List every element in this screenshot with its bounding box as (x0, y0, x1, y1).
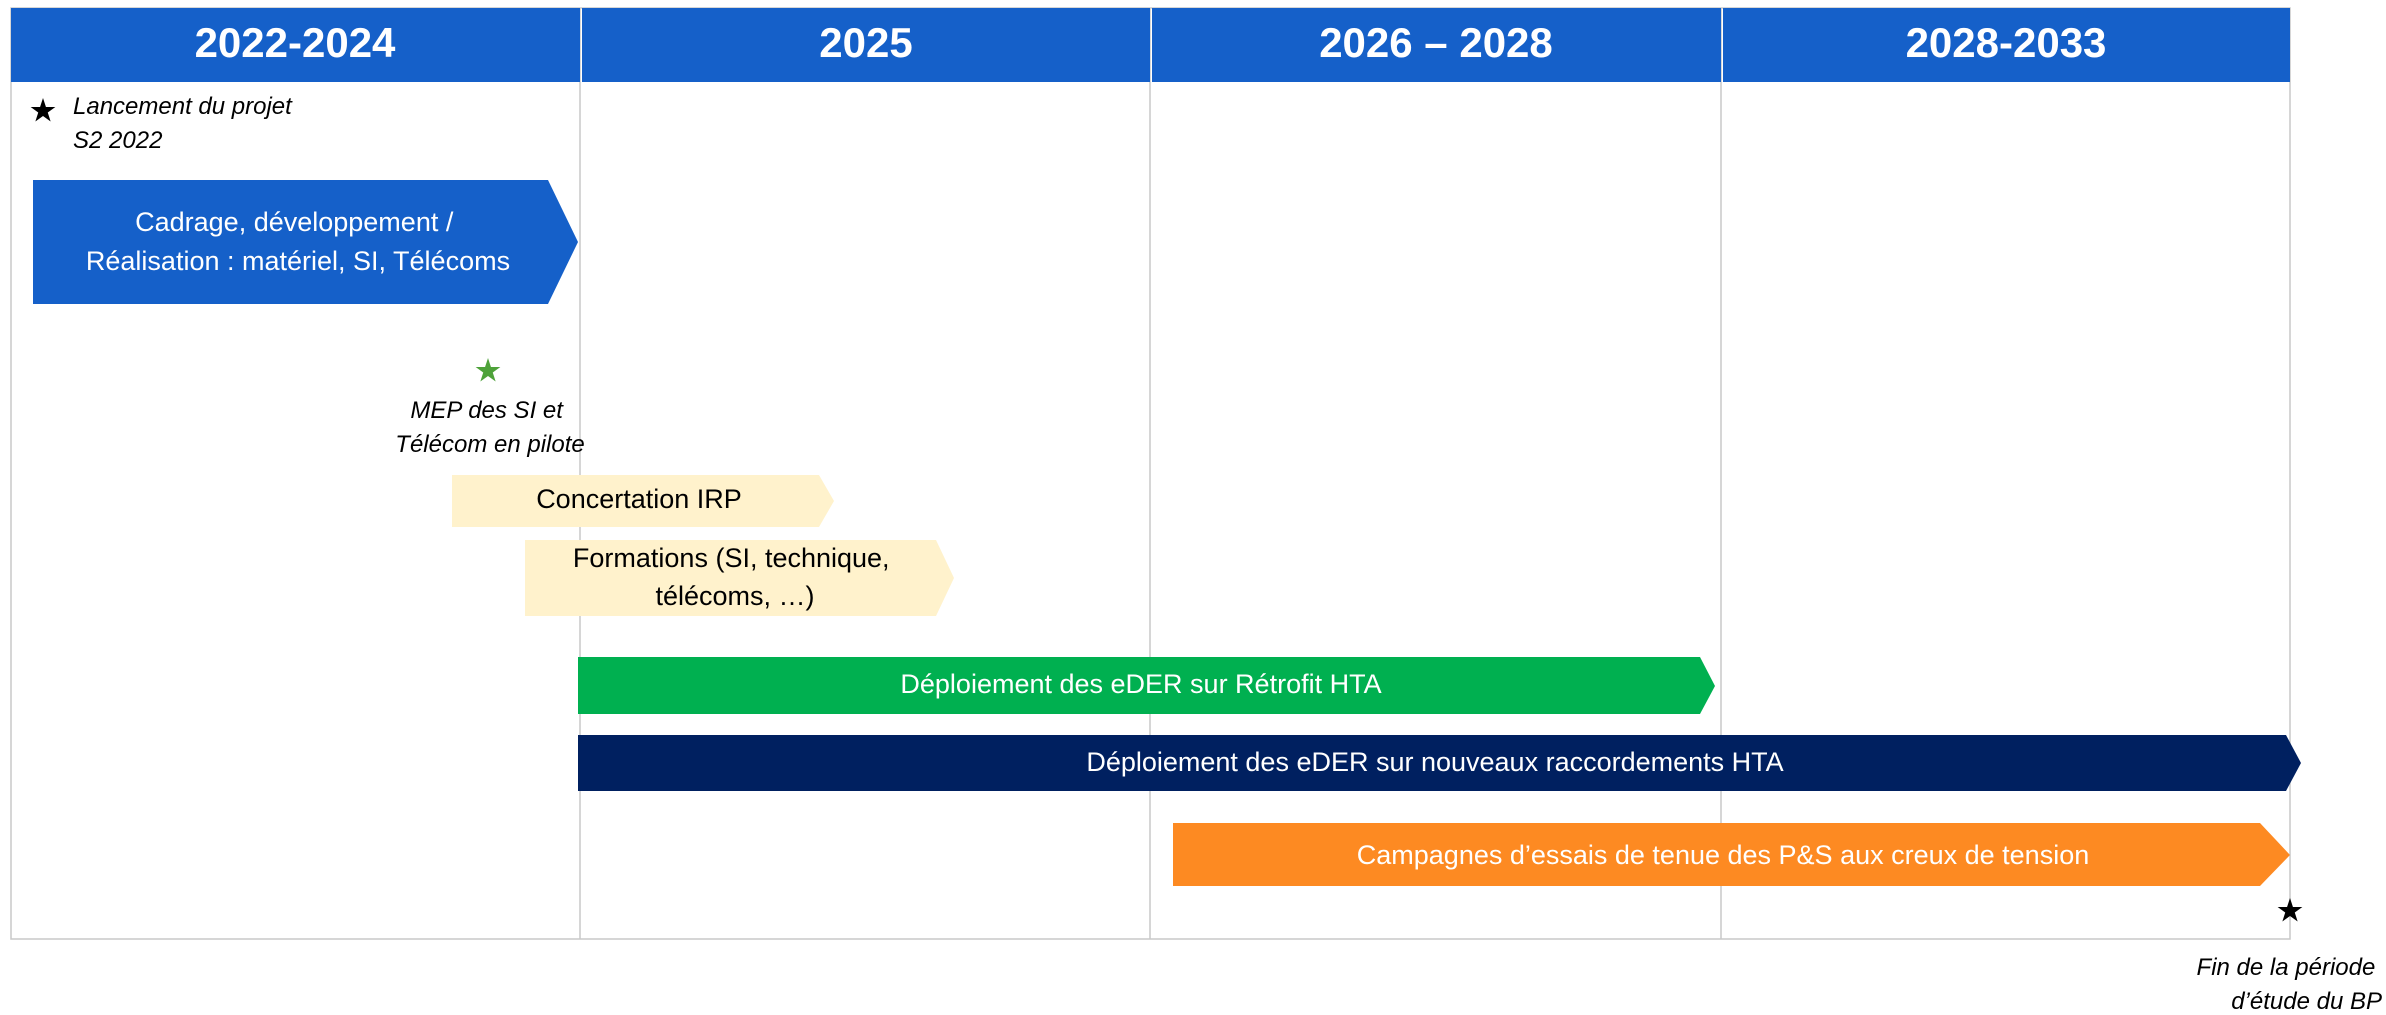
milestone-line: d’étude du BP (2231, 988, 2382, 1015)
task-label: Campagnes d’essais de tenue des P&S aux … (1357, 840, 2089, 870)
task-line: Cadrage, développement / (135, 207, 454, 237)
header-cell (582, 8, 1150, 82)
milestone-line: Lancement du projet (73, 93, 293, 120)
task-arrow (33, 180, 578, 304)
task-label: Déploiement des eDER sur Rétrofit HTA (900, 669, 1381, 699)
task-arrow (578, 657, 1715, 714)
task-label: Formations (SI, technique, télécoms, …) (573, 543, 897, 611)
task-line: Concertation IRP (536, 484, 742, 514)
task-line: Campagnes d’essais de tenue des P&S aux … (1357, 840, 2089, 870)
milestone-line: Télécom en pilote (395, 431, 584, 458)
task-label: Déploiement des eDER sur nouveaux raccor… (1086, 747, 1783, 777)
task-line: télécoms, …) (655, 581, 814, 611)
milestone-line: S2 2022 (73, 127, 162, 154)
milestone-label: MEP des SI et Télécom en pilote (395, 397, 584, 458)
milestone-label: Lancement du projet S2 2022 (73, 93, 298, 154)
task-arrow (525, 540, 954, 616)
header-label: 2028-2033 (1906, 19, 2107, 66)
task-label: Concertation IRP (536, 484, 742, 514)
header-label: 2022-2024 (195, 19, 396, 66)
header-label: 2025 (819, 19, 912, 66)
milestone-line: Fin de la période (2197, 954, 2376, 981)
header-cell (1152, 8, 1721, 82)
header-cell (1723, 8, 2290, 82)
task-line: Déploiement des eDER sur nouveaux raccor… (1086, 747, 1783, 777)
task-line: Formations (SI, technique, (573, 543, 890, 573)
task-label: Cadrage, développement / Réalisation : m… (86, 207, 510, 276)
task-line: Réalisation : matériel, SI, Télécoms (86, 246, 510, 276)
task-arrow (452, 475, 834, 527)
header-label: 2026 – 2028 (1319, 19, 1553, 66)
header-cell (11, 8, 580, 82)
task-arrow (578, 735, 2301, 791)
task-line: Déploiement des eDER sur Rétrofit HTA (900, 669, 1381, 699)
task-arrow (1173, 823, 2290, 886)
milestone-star (30, 98, 56, 122)
milestone-star (475, 358, 501, 382)
milestone-line: MEP des SI et (410, 397, 564, 424)
milestone-label: Fin de la période d’étude du BP (2197, 954, 2382, 1015)
